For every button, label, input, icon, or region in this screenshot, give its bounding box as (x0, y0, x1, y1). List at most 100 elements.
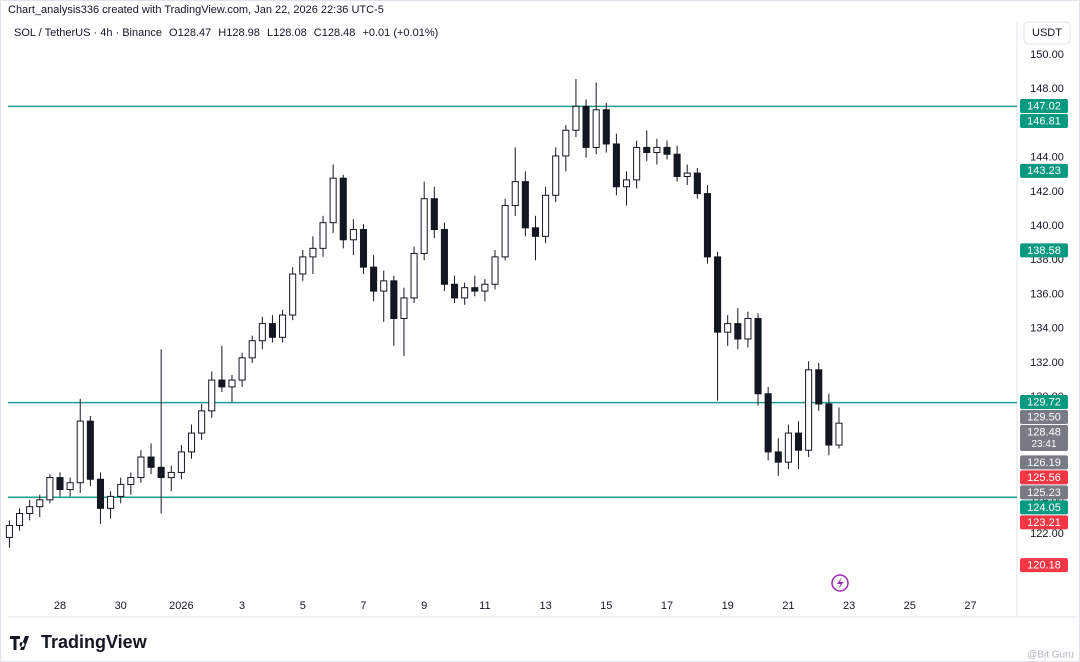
candle (258, 316, 266, 350)
currency[interactable]: USDT (1032, 27, 1062, 39)
candle (663, 140, 671, 160)
candle-body (15, 512, 24, 526)
candle-body (309, 247, 317, 258)
candle-body (440, 229, 448, 285)
y-tick-label: 134.00 (1030, 323, 1064, 335)
candle-body (66, 482, 74, 491)
candle-body (26, 506, 34, 514)
header-title: Chart_analysis336 created with TradingVi… (8, 4, 384, 16)
y-tick-label: 144.00 (1030, 152, 1064, 164)
candle-body (451, 283, 459, 299)
candle-body (177, 451, 185, 473)
price-badge (1020, 424, 1068, 451)
alert-icon[interactable] (831, 574, 849, 592)
candle (703, 185, 711, 264)
candle-body (511, 181, 519, 207)
candle (390, 275, 398, 346)
candle (774, 438, 782, 476)
currency-button[interactable] (1023, 21, 1071, 45)
price-badge-label: 124.05 (1027, 502, 1061, 514)
candle-body (76, 420, 84, 484)
candle-body (633, 146, 641, 181)
candle (633, 140, 641, 189)
candle (137, 450, 145, 483)
symbol: SOL / TetherUS · 4h · Binance (14, 27, 162, 39)
candle-body (147, 456, 155, 468)
price-badge (1020, 409, 1068, 424)
y-tick-label: 122.00 (1030, 528, 1064, 540)
price-badge (1020, 243, 1068, 258)
candle (157, 349, 165, 514)
ohlc-high: H128.98 (218, 27, 260, 39)
candle-body (683, 172, 691, 177)
candle-body (784, 432, 792, 463)
price-badge-label: 123.21 (1027, 517, 1061, 529)
candle (218, 345, 226, 393)
x-tick-label: 15 (600, 600, 612, 612)
price-badge-label: 129.72 (1027, 396, 1061, 408)
candle-body (663, 146, 671, 155)
candle (380, 270, 388, 322)
brand-mark (10, 636, 29, 650)
x-tick-label: 3 (239, 600, 245, 612)
candle-body (248, 340, 256, 359)
candle (86, 415, 94, 487)
candle-body (612, 143, 620, 188)
candle-body (774, 451, 782, 463)
candle-body (673, 153, 681, 177)
candle (268, 315, 276, 343)
candle (440, 222, 448, 292)
brand-name: TradingView (41, 632, 148, 652)
candle-body (339, 177, 347, 241)
candle-body (390, 280, 398, 319)
price-badge-label: 125.23 (1027, 487, 1061, 499)
candle (127, 472, 135, 495)
candle (622, 171, 631, 206)
price-badge (1020, 455, 1068, 470)
candle-body (258, 323, 266, 342)
candle-body (582, 105, 590, 148)
alert-bolt[interactable] (837, 577, 844, 589)
candle-body (228, 379, 236, 388)
candle-body (289, 273, 297, 316)
candle-body (794, 432, 803, 451)
x-tick-label: 13 (539, 600, 551, 612)
candle (66, 477, 74, 497)
candle (15, 508, 24, 531)
candle (481, 279, 489, 302)
candle (167, 465, 175, 492)
y-tick-label: 132.00 (1030, 357, 1064, 369)
candle (187, 424, 196, 459)
candle (96, 472, 105, 524)
candle (359, 224, 368, 274)
price-badge-label: 125.56 (1027, 472, 1061, 484)
candle-body (157, 466, 165, 479)
candle-body (198, 410, 206, 434)
candle-body (714, 256, 722, 333)
price-badge (1020, 515, 1068, 530)
price-badge-label: 138.58 (1027, 245, 1061, 257)
candle-body (86, 420, 94, 480)
candle-body (167, 471, 175, 479)
price-countdown: 23:41 (1031, 439, 1056, 450)
ohlc-open: O128.47 (169, 27, 211, 39)
candle (339, 174, 347, 249)
candle (117, 477, 125, 504)
candle (501, 198, 509, 261)
candle (572, 78, 580, 138)
brand-logo: TradingView (10, 632, 148, 652)
x-tick-label: 9 (421, 600, 427, 612)
price-badge (1020, 98, 1068, 113)
candle-body (815, 369, 823, 405)
candle (76, 398, 84, 493)
candle (147, 443, 155, 475)
candle-body (835, 422, 843, 446)
candle (228, 374, 236, 403)
candle-body (602, 109, 610, 145)
candle-body (420, 198, 428, 254)
x-tick-label: 25 (904, 600, 916, 612)
candle (198, 404, 206, 440)
candle-body (349, 229, 357, 241)
y-tick-label: 142.00 (1030, 186, 1064, 198)
